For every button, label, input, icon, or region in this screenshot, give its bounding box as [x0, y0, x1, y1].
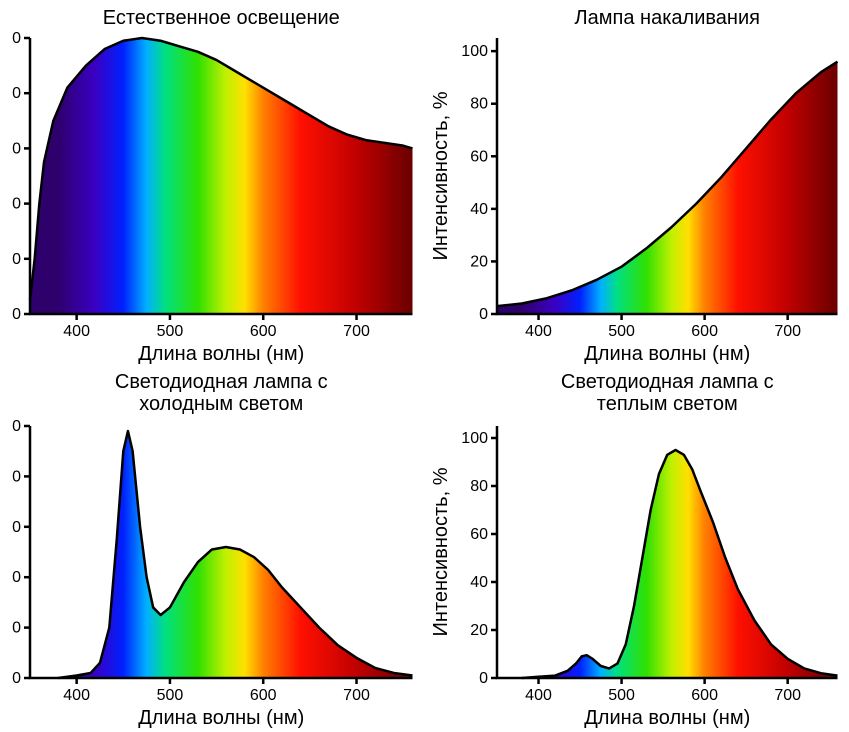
xtick-label: 700 — [774, 323, 801, 340]
chart-title: Естественное освещение — [103, 7, 340, 29]
ytick-label: 0 — [12, 251, 21, 268]
chart-title: теплым светом — [596, 393, 737, 415]
chart-title: Светодиодная лампа с — [115, 371, 328, 393]
chart-title: холодным светом — [139, 393, 303, 415]
ytick-label: 0 — [12, 468, 21, 485]
xtick-label: 600 — [691, 323, 718, 340]
ytick-label: 20 — [470, 253, 488, 270]
ytick-label: 20 — [470, 622, 488, 639]
panel-led_cold: 400 500 600 700 0 0 0 0 0 0 Длина волны (нм) Светод… — [0, 368, 425, 732]
chart-natural: 400 500 600 700 0 0 0 0 0 0 Длина волны (нм) Естест… — [0, 4, 425, 368]
ytick-label: 0 — [12, 670, 21, 687]
chart-title: Лампа накаливания — [574, 7, 759, 29]
panel-led_warm: 400 500 600 700 0 20 40 60 80 100 Длина волны (нм)… — [425, 368, 849, 732]
panel-incandescent: 400 500 600 700 0 20 40 60 80 100 Длина волны (нм)… — [425, 4, 849, 368]
spectrum-area — [30, 38, 413, 314]
xtick-label: 500 — [157, 323, 184, 340]
chart-incandescent: 400 500 600 700 0 20 40 60 80 100 Длина волны (нм)… — [425, 4, 849, 368]
xtick-label: 500 — [608, 323, 635, 340]
chart-title: Светодиодная лампа с — [560, 371, 773, 393]
ytick-label: 0 — [12, 140, 21, 157]
xaxis-label: Длина волны (нм) — [138, 707, 304, 729]
ytick-label: 0 — [12, 418, 21, 435]
xtick-label: 700 — [343, 323, 370, 340]
xtick-label: 600 — [250, 687, 277, 704]
xtick-label: 400 — [63, 323, 90, 340]
xtick-label: 500 — [608, 687, 635, 704]
spectrum-area — [497, 426, 838, 678]
ytick-label: 80 — [470, 96, 488, 113]
xaxis-label: Длина волны (нм) — [138, 343, 304, 365]
ytick-label: 0 — [12, 620, 21, 637]
xtick-label: 700 — [774, 687, 801, 704]
xtick-label: 400 — [525, 323, 552, 340]
panel-natural: 400 500 600 700 0 0 0 0 0 0 Длина волны (нм) Естест… — [0, 4, 425, 368]
ytick-label: 100 — [461, 430, 488, 447]
ytick-label: 0 — [12, 519, 21, 536]
xtick-label: 600 — [691, 687, 718, 704]
spectrum-grid: 400500600700000000Длина волны (нм)Естест… — [0, 0, 849, 728]
xtick-label: 700 — [343, 687, 370, 704]
chart-led_warm: 400 500 600 700 0 20 40 60 80 100 Длина волны (нм)… — [425, 368, 849, 732]
xtick-label: 500 — [157, 687, 184, 704]
ytick-label: 0 — [12, 306, 21, 323]
ytick-label: 40 — [470, 574, 488, 591]
ytick-label: 0 — [12, 85, 21, 102]
xaxis-label: Длина волны (нм) — [584, 707, 750, 729]
ytick-label: 60 — [470, 148, 488, 165]
ytick-label: 0 — [479, 306, 488, 323]
ytick-label: 0 — [12, 196, 21, 213]
ytick-label: 0 — [12, 569, 21, 586]
ytick-label: 0 — [12, 30, 21, 47]
ytick-label: 60 — [470, 526, 488, 543]
chart-led_cold: 400 500 600 700 0 0 0 0 0 0 Длина волны (нм) Светод… — [0, 368, 425, 732]
xtick-label: 600 — [250, 323, 277, 340]
ytick-label: 100 — [461, 43, 488, 60]
yaxis-label: Интенсивность, % — [430, 91, 452, 260]
yaxis-label: Интенсивность, % — [430, 467, 452, 636]
spectrum-area — [497, 38, 838, 314]
xtick-label: 400 — [63, 687, 90, 704]
xtick-label: 400 — [525, 687, 552, 704]
spectrum-area — [30, 426, 413, 678]
ytick-label: 0 — [479, 670, 488, 687]
ytick-label: 80 — [470, 478, 488, 495]
xaxis-label: Длина волны (нм) — [584, 343, 750, 365]
ytick-label: 40 — [470, 201, 488, 218]
